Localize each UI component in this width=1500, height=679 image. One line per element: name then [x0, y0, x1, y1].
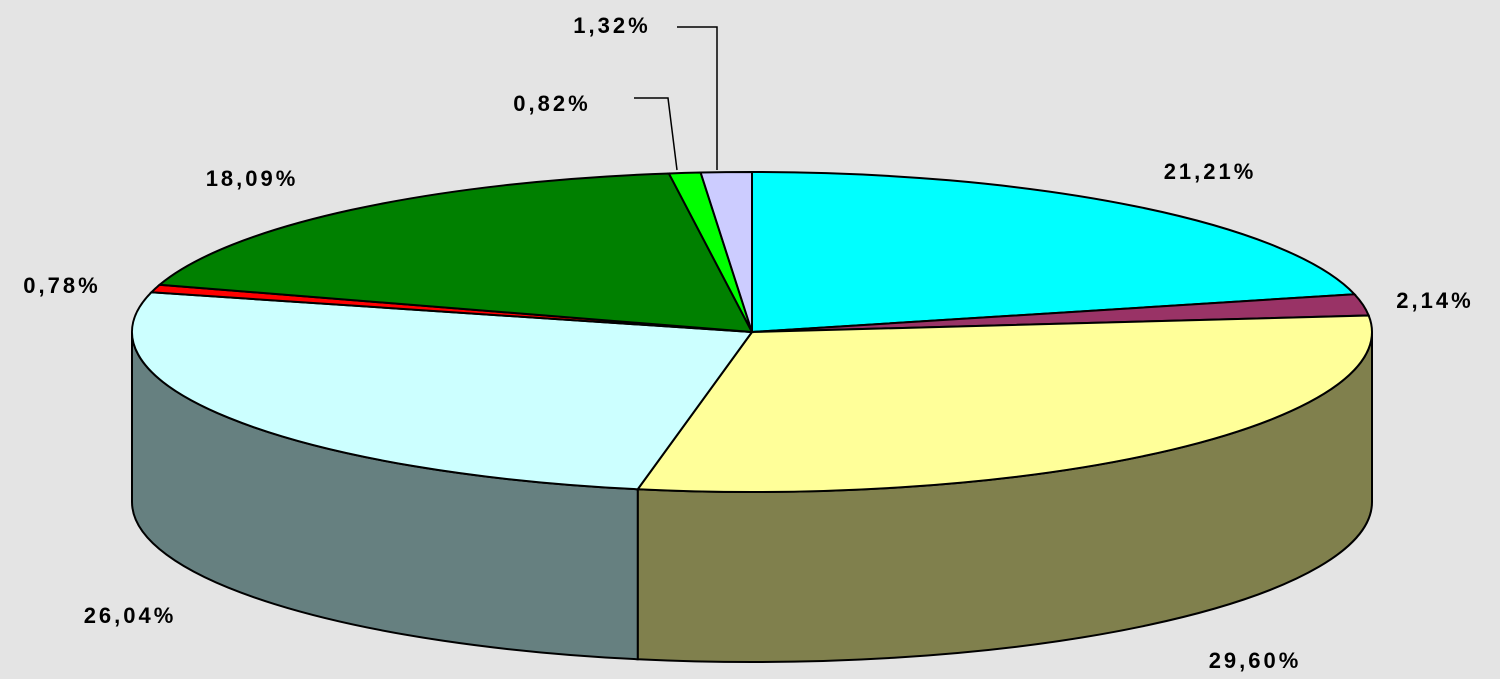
leader-line: [634, 97, 678, 171]
data-label: 21,21%: [1164, 159, 1257, 184]
data-label: 0,78%: [23, 273, 100, 298]
slice: [157, 172, 754, 334]
slice: [635, 314, 1373, 493]
data-label: 1,32%: [573, 13, 650, 38]
slice: [699, 170, 753, 333]
slice: [751, 170, 1357, 334]
data-label: 18,09%: [206, 166, 299, 191]
data-label: 26,04%: [84, 603, 177, 628]
data-label: 0,82%: [513, 91, 590, 116]
slice: [131, 291, 754, 491]
data-label: 2,14%: [1396, 288, 1473, 313]
leader-line: [677, 26, 718, 170]
data-label: 29,60%: [1209, 648, 1302, 673]
